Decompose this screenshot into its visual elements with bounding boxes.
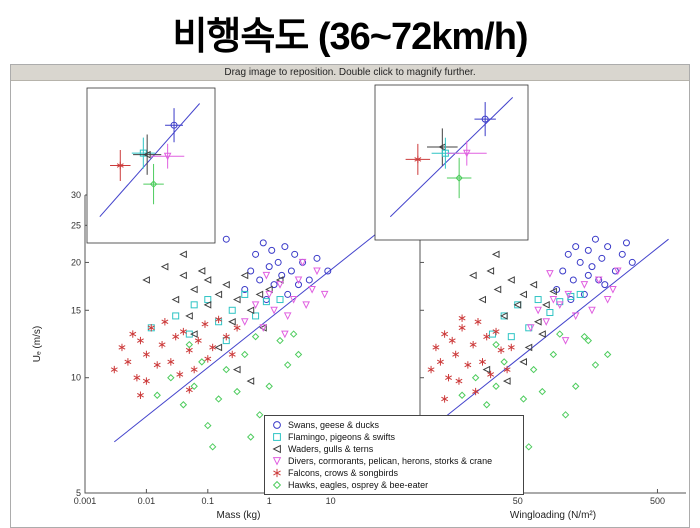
x-axis-label: Wingloading (N/m²) <box>510 510 596 521</box>
legend-item: Flamingo, pigeons & swifts <box>270 431 518 443</box>
series-triangle-down <box>240 258 329 339</box>
series-square <box>488 290 584 341</box>
viewer-toolbar: Drag image to reposition. Double click t… <box>11 65 689 81</box>
legend-label: Divers, cormorants, pelican, herons, sto… <box>288 456 493 466</box>
inset-trend-line <box>389 97 514 218</box>
inset-wingloading <box>374 84 529 241</box>
x-axis-label: Mass (kg) <box>217 510 261 521</box>
y-tick-label: 25 <box>71 220 81 230</box>
legend-label: Flamingo, pigeons & swifts <box>288 432 396 442</box>
legend-item: Swans, geese & ducks <box>270 419 518 431</box>
x-tick-label: 0.1 <box>202 496 215 506</box>
legend-label: Hawks, eagles, osprey & bee-eater <box>288 480 429 490</box>
legend-item: Falcons, crows & songbirds <box>270 467 518 479</box>
trend-line <box>113 231 379 443</box>
x-tick-label: 500 <box>650 496 665 506</box>
x-tick-label: 0.01 <box>138 496 156 506</box>
flight-speed-figure[interactable]: 0.001 0.01 0.1 1 10 5 10 15 20 25 30 Mass (kg) Uₑ (m… <box>11 81 689 527</box>
plot-wingloading: 50 500 Wingloading (N/m²) <box>374 84 686 521</box>
y-axis-label: Uₑ (m/s) <box>32 326 43 362</box>
series-star <box>427 314 515 403</box>
series-triangle-down <box>526 267 622 345</box>
x-tick-label: 1 <box>267 496 272 506</box>
triangle-down-marker-icon <box>272 457 282 466</box>
image-viewer: Drag image to reposition. Double click t… <box>10 64 690 528</box>
plot-mass: 0.001 0.01 0.1 1 10 5 10 15 20 25 30 Mass (kg) Uₑ (m… <box>32 87 392 521</box>
y-tick-label: 10 <box>71 373 81 383</box>
legend-item: Waders, gulls & terns <box>270 443 518 455</box>
series-diamond <box>153 330 303 451</box>
x-tick-label: 10 <box>326 496 336 506</box>
diamond-marker-icon <box>272 480 282 490</box>
y-tick-label: 5 <box>76 488 81 498</box>
x-tick-label: 0.001 <box>74 496 97 506</box>
page-title: 비행속도 (36~72km/h) <box>172 16 528 58</box>
star-marker-icon <box>273 468 281 478</box>
series-square <box>147 290 284 345</box>
series-triangle-left <box>469 250 557 385</box>
legend-item: Divers, cormorants, pelican, herons, sto… <box>270 455 518 467</box>
legend-label: Swans, geese & ducks <box>288 420 380 430</box>
triangle-left-marker-icon <box>272 444 281 454</box>
y-tick-label: 15 <box>71 305 81 315</box>
y-tick-label: 20 <box>71 257 81 267</box>
trend-line <box>425 238 669 433</box>
series-triangle-left <box>142 250 284 385</box>
y-tick-label: 30 <box>71 190 81 200</box>
square-marker-icon <box>273 433 281 441</box>
circle-marker-icon <box>273 421 281 429</box>
legend-label: Waders, gulls & terns <box>288 444 374 454</box>
legend-item: Hawks, eagles, osprey & bee-eater <box>270 479 518 491</box>
inset-trend-line <box>99 103 201 217</box>
x-tick-label: 50 <box>513 496 523 506</box>
viewer-instruction: Drag image to reposition. Double click t… <box>224 67 476 78</box>
inset-mass <box>86 87 216 244</box>
legend-label: Falcons, crows & songbirds <box>288 468 399 478</box>
series-star <box>110 315 241 399</box>
chart-legend: Swans, geese & ducks Flamingo, pigeons & … <box>264 415 524 495</box>
